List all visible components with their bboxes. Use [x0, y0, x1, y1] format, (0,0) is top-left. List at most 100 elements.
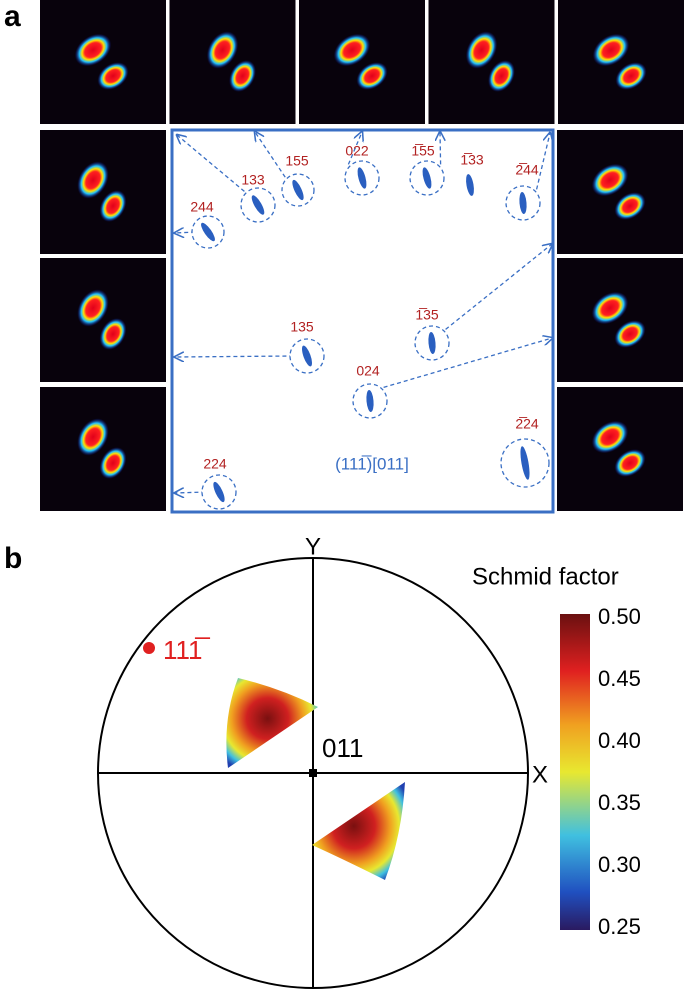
- spot-label: 1̅33: [460, 152, 484, 168]
- spots: 244 133 155 022 1̅55 1̅33 2̅44 135 1̅35 024 2̅24 22…: [175, 132, 552, 510]
- spot-label: 2̅24: [515, 416, 539, 432]
- diffraction-blob: [97, 62, 129, 90]
- spot: 155: [255, 132, 315, 207]
- image-background: [428, 0, 555, 124]
- spot-shape: [466, 174, 474, 196]
- diffraction-blob: [615, 62, 647, 90]
- diffraction-blob: [77, 289, 109, 327]
- diffraction-blob: [465, 31, 498, 69]
- spot-label: 022: [345, 143, 369, 159]
- spot: 2̅24: [500, 416, 550, 488]
- pole-label: 111̅: [163, 635, 211, 665]
- image-background: [299, 0, 425, 124]
- diffraction-image: [169, 0, 296, 124]
- spot: 1̅35: [414, 244, 552, 361]
- colorbar-tick-label: 0.45: [598, 666, 641, 691]
- spot-shape: [366, 390, 374, 412]
- colorbar-ticks: 0.50 0.45 0.40 0.35 0.30 0.25: [598, 604, 641, 939]
- diffraction-blob: [333, 33, 371, 67]
- diffraction-blob: [614, 192, 646, 220]
- image-background: [40, 387, 166, 511]
- diffraction-blob: [99, 318, 127, 350]
- image-background: [40, 0, 166, 124]
- spot-label: 2̅44: [515, 162, 539, 178]
- diffraction-blob: [229, 60, 256, 92]
- arrow: [347, 132, 362, 165]
- image-background: [40, 258, 166, 382]
- spot-label: 1̅55: [411, 143, 435, 159]
- spot-shape: [428, 332, 436, 354]
- spot: 022: [344, 132, 380, 196]
- colorbar-title: Schmid factor: [472, 563, 619, 590]
- spot-label: 224: [203, 456, 227, 472]
- spot: 1̅33: [460, 152, 484, 196]
- spot: 224: [175, 456, 237, 510]
- thumbnails: [40, 0, 684, 511]
- image-background: [558, 0, 684, 124]
- diffraction-image: [299, 0, 425, 124]
- caption: (111̅)[011]: [335, 454, 409, 473]
- diffraction-blob: [99, 447, 127, 479]
- panel-label: a: [4, 0, 21, 33]
- diffraction-image: [557, 130, 683, 254]
- center-marker: [309, 769, 317, 777]
- pole-marker: [143, 642, 155, 654]
- diffraction-image: [40, 387, 166, 511]
- spot-shape: [292, 179, 304, 201]
- arrow: [255, 132, 286, 178]
- diffraction-blob: [591, 420, 629, 454]
- spot: 1̅55: [409, 132, 444, 196]
- diffraction-blob: [99, 190, 127, 222]
- diffraction-image: [40, 130, 166, 254]
- center-label: 011: [322, 733, 363, 763]
- schmid-region: [226, 678, 318, 768]
- panel-label: b: [4, 542, 22, 575]
- arrow: [177, 135, 245, 192]
- diffraction-image: [557, 387, 683, 511]
- diffraction-image: [428, 0, 555, 124]
- diffraction-blob: [74, 33, 112, 67]
- diffraction-blob: [591, 163, 629, 197]
- arrow: [175, 356, 294, 357]
- spot: 2̅44: [505, 133, 550, 221]
- arrow: [175, 492, 206, 493]
- colorbar-tick-label: 0.50: [598, 604, 641, 629]
- spot-shape: [357, 167, 367, 189]
- image-background: [40, 130, 166, 254]
- spot-shape: [213, 481, 225, 503]
- diffraction-blob: [592, 33, 630, 67]
- diffraction-blob: [614, 449, 646, 477]
- image-background: [557, 258, 683, 382]
- diffraction-image: [40, 258, 166, 382]
- colorbar-tick-label: 0.40: [598, 728, 641, 753]
- schmid-region: [312, 782, 405, 880]
- spot-label: 1̅35: [415, 307, 439, 323]
- colorbar-tick-label: 0.35: [598, 790, 641, 815]
- spot-shape: [422, 167, 432, 189]
- diffraction-blob: [77, 418, 109, 456]
- diffraction-blob: [614, 320, 646, 348]
- spot-shape: [519, 192, 527, 214]
- diffraction-blob: [206, 31, 239, 69]
- spot-label: 133: [241, 172, 265, 188]
- spot-shape: [302, 345, 312, 367]
- arrow: [383, 338, 552, 389]
- spot-label: 024: [356, 363, 380, 379]
- axis-label: Y: [305, 533, 321, 560]
- diffraction-image: [557, 258, 683, 382]
- spot: 024: [352, 338, 552, 419]
- colorbar-tick-label: 0.25: [598, 914, 641, 939]
- spot-label: 244: [190, 199, 214, 215]
- image-background: [557, 387, 683, 511]
- spot-shape: [251, 195, 265, 215]
- arrow: [440, 132, 441, 165]
- colorbar-tick-label: 0.30: [598, 852, 641, 877]
- colorbar: [560, 614, 590, 930]
- arrow: [445, 244, 552, 330]
- spot-shape: [520, 446, 530, 480]
- diffraction-blob: [77, 161, 109, 199]
- spot-label: 155: [285, 153, 309, 169]
- diffraction-blob: [488, 60, 515, 92]
